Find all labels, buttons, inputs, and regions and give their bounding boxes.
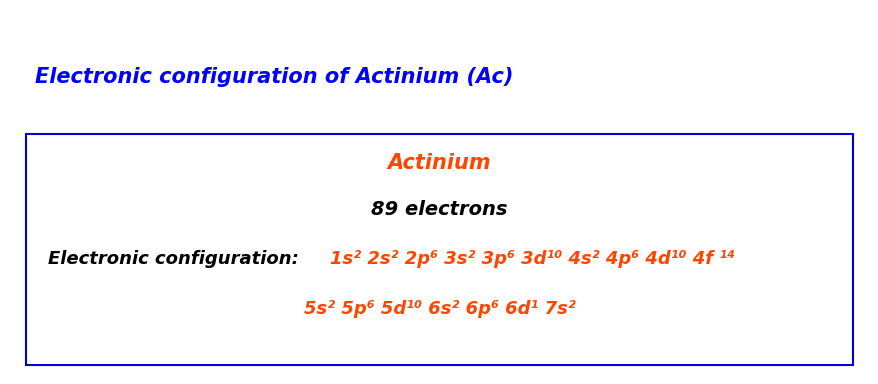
Text: Actinium: Actinium (387, 153, 491, 173)
Text: 89 electrons: 89 electrons (371, 200, 507, 219)
Text: Electronic configuration of Actinium (Ac): Electronic configuration of Actinium (Ac… (35, 67, 513, 87)
Text: 5s² 5p⁶ 5d¹⁰ 6s² 6p⁶ 6d¹ 7s²: 5s² 5p⁶ 5d¹⁰ 6s² 6p⁶ 6d¹ 7s² (303, 300, 575, 318)
FancyBboxPatch shape (26, 134, 852, 365)
Text: 1s² 2s² 2p⁶ 3s² 3p⁶ 3d¹⁰ 4s² 4p⁶ 4d¹⁰ 4f ¹⁴: 1s² 2s² 2p⁶ 3s² 3p⁶ 3d¹⁰ 4s² 4p⁶ 4d¹⁰ 4f… (329, 250, 734, 268)
Text: Electronic configuration:: Electronic configuration: (48, 250, 299, 268)
